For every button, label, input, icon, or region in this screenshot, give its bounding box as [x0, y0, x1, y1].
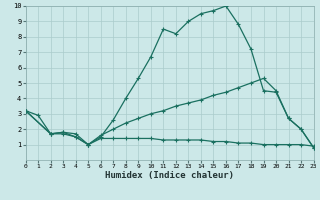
X-axis label: Humidex (Indice chaleur): Humidex (Indice chaleur) [105, 171, 234, 180]
